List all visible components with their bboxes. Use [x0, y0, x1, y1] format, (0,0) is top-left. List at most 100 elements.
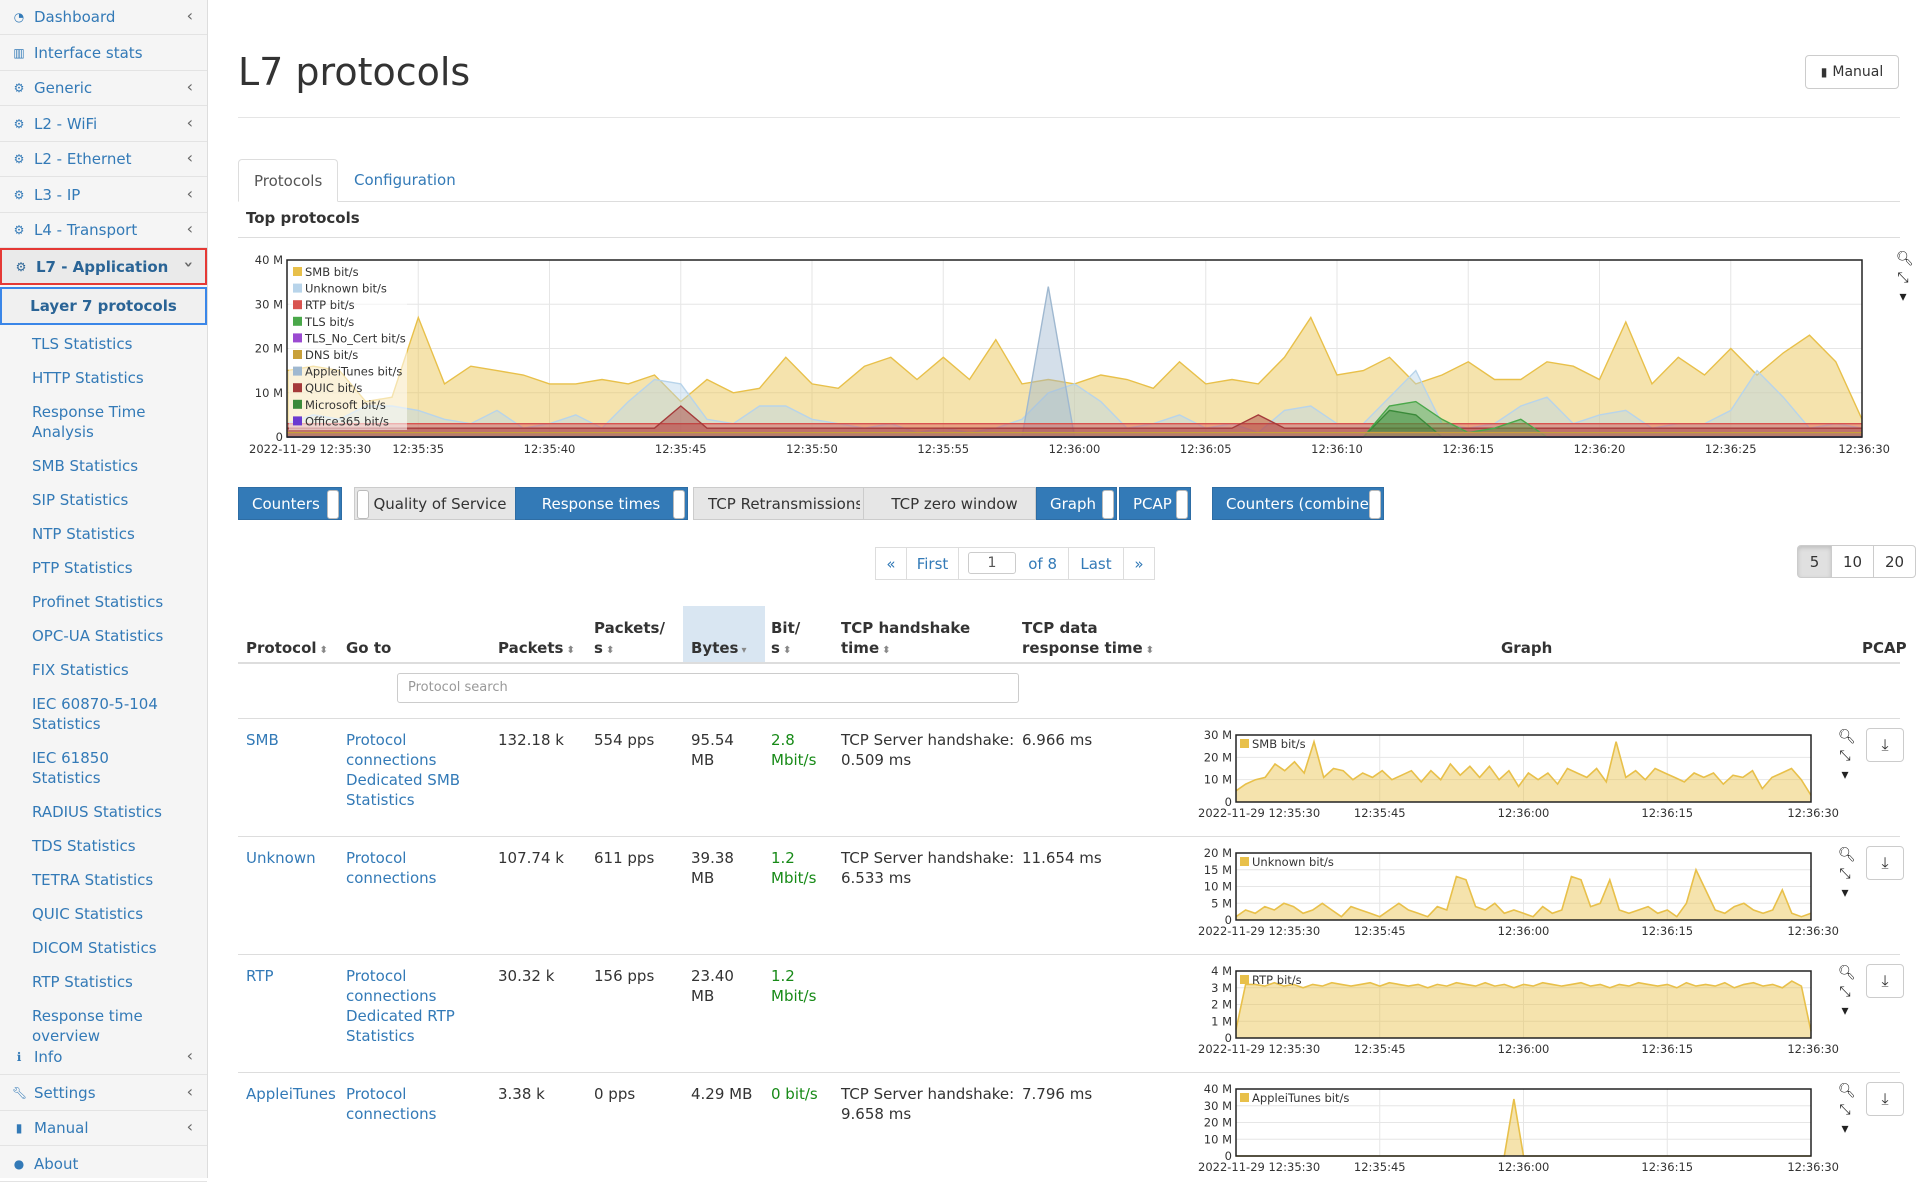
goto-link[interactable]: Protocol — [346, 731, 407, 749]
toggle-counters-combined-[interactable]: Counters (combined) — [1212, 487, 1384, 520]
nav-l2-wifi[interactable]: ⚙ L2 - WiFi ‹ — [0, 107, 207, 142]
toggle-response-times[interactable]: Response times — [515, 487, 688, 520]
reset-zoom-icon[interactable]: ⤡ — [1897, 270, 1909, 286]
reset-zoom-icon[interactable]: ⤡ — [1839, 866, 1851, 882]
toggle-quality-of-service[interactable]: Quality of Service — [354, 487, 516, 520]
subnav-ptp-statistics[interactable]: PTP Statistics — [0, 551, 194, 585]
subnav-ntp-statistics[interactable]: NTP Statistics — [0, 517, 194, 551]
page-size-10[interactable]: 10 — [1831, 545, 1874, 578]
pcap-download-button[interactable]: ⤓ — [1866, 964, 1904, 998]
th-handshake[interactable]: TCP handshake time ⬍ — [841, 618, 970, 661]
protocol-search-input[interactable]: Protocol search — [397, 673, 1019, 703]
goto-link[interactable]: Dedicated SMB — [346, 771, 461, 789]
nav-manual[interactable]: ▮ Manual ‹ — [0, 1111, 207, 1146]
zoom-icon[interactable]: 🔍︎ — [1838, 729, 1856, 745]
toggle-pcap[interactable]: PCAP — [1119, 487, 1191, 520]
protocol-name-link[interactable]: AppleiTunes — [246, 1085, 336, 1103]
toggle-tcp-zero-window[interactable]: TCP zero window — [863, 487, 1036, 520]
toggle-graph[interactable]: Graph — [1036, 487, 1117, 520]
reset-zoom-icon[interactable]: ⤡ — [1839, 748, 1851, 764]
toggle-counters[interactable]: Counters — [238, 487, 342, 520]
chevron-down-icon[interactable]: ▾ — [1899, 289, 1907, 305]
subnav-iec-60870-5-104-statistics[interactable]: IEC 60870-5-104 Statistics — [0, 687, 194, 741]
subnav-tetra-statistics[interactable]: TETRA Statistics — [0, 863, 194, 897]
zoom-icon[interactable]: 🔍︎ — [1838, 965, 1856, 981]
nav-info[interactable]: ℹ Info ‹ — [0, 1040, 207, 1075]
page-size-20[interactable]: 20 — [1873, 545, 1916, 578]
toggle-tcp-retransmissions[interactable]: TCP Retransmissions — [693, 487, 865, 520]
pagination-next[interactable]: » — [1123, 547, 1155, 580]
nav-l3-ip[interactable]: ⚙ L3 - IP ‹ — [0, 178, 207, 213]
th-protocol[interactable]: Protocol ⬍ — [246, 638, 328, 661]
chevron-down-icon[interactable]: ▾ — [1841, 885, 1849, 901]
pagination-prev[interactable]: « — [875, 547, 907, 580]
goto-link[interactable]: connections — [346, 1105, 437, 1123]
manual-button[interactable]: ▮ Manual — [1805, 55, 1899, 89]
nav-l4-transport[interactable]: ⚙ L4 - Transport ‹ — [0, 213, 207, 248]
chevron-down-icon[interactable]: ▾ — [1841, 1003, 1849, 1019]
subnav-response-time-analysis[interactable]: Response Time Analysis — [0, 395, 194, 449]
tab-configuration[interactable]: Configuration — [339, 159, 471, 201]
nav-generic[interactable]: ⚙ Generic ‹ — [0, 71, 207, 106]
protocol-name-link[interactable]: RTP — [246, 967, 274, 985]
subnav-response-time-overview[interactable]: Response time overview — [0, 999, 194, 1053]
pagination-last[interactable]: Last — [1068, 547, 1124, 580]
subnav-tls-statistics[interactable]: TLS Statistics — [0, 326, 194, 361]
nav-about[interactable]: ● About — [0, 1147, 207, 1182]
th-data-response[interactable]: TCP data response time ⬍ — [1022, 618, 1154, 661]
chevron-down-icon[interactable]: ▾ — [1841, 767, 1849, 783]
protocol-mini-chart[interactable]: 0 10 M 20 M 30 M 2022-11-29 12:35:30 12:35:45… — [1185, 727, 1845, 819]
protocol-mini-chart[interactable]: 0 10 M 20 M 30 M 40 M 2022-11-29 12:35:30 12:3… — [1185, 1081, 1845, 1173]
pcap-download-button[interactable]: ⤓ — [1866, 728, 1904, 762]
subnav-tds-statistics[interactable]: TDS Statistics — [0, 829, 194, 863]
subnav-smb-statistics[interactable]: SMB Statistics — [0, 449, 194, 483]
zoom-icon[interactable]: 🔍︎ — [1838, 1083, 1856, 1099]
subnav-dicom-statistics[interactable]: DICOM Statistics — [0, 931, 194, 965]
mini-chart-tools: 🔍︎ ⤡ ▾ — [1838, 964, 1856, 1021]
th-pps[interactable]: Packets/s ⬍ — [594, 618, 665, 661]
goto-link[interactable]: Protocol — [346, 967, 407, 985]
subnav-fix-statistics[interactable]: FIX Statistics — [0, 653, 194, 687]
subnav-profinet-statistics[interactable]: Profinet Statistics — [0, 585, 194, 619]
zoom-icon[interactable]: 🔍︎ — [1896, 251, 1914, 267]
page-size-5[interactable]: 5 — [1797, 545, 1832, 578]
subnav-quic-statistics[interactable]: QUIC Statistics — [0, 897, 194, 931]
top-protocols-chart[interactable]: 0 10 M 20 M 30 M 40 M 2022-11-29 12:35:30 12:3… — [240, 250, 1905, 475]
zoom-icon[interactable]: 🔍︎ — [1838, 847, 1856, 863]
th-bits[interactable]: Bit/s ⬍ — [771, 618, 800, 661]
pagination-page-input[interactable]: 1 — [968, 552, 1016, 574]
subnav-sip-statistics[interactable]: SIP Statistics — [0, 483, 194, 517]
th-bytes[interactable]: Bytes ▾ — [691, 638, 747, 661]
pagination-first[interactable]: First — [906, 547, 959, 580]
goto-link[interactable]: Statistics — [346, 791, 415, 809]
protocol-name-link[interactable]: Unknown — [246, 849, 316, 867]
nav-settings[interactable]: 🔧︎ Settings ‹ — [0, 1076, 207, 1111]
nav-interface-stats[interactable]: ▥ Interface stats — [0, 36, 207, 71]
tab-protocols[interactable]: Protocols — [238, 159, 339, 202]
goto-link[interactable]: connections — [346, 987, 437, 1005]
protocol-mini-chart[interactable]: 0 5 M 10 M 15 M 20 M 2022-11-29 12:35:30 12:35… — [1185, 845, 1845, 937]
goto-link[interactable]: connections — [346, 869, 437, 887]
reset-zoom-icon[interactable]: ⤡ — [1839, 1102, 1851, 1118]
subnav-rtp-statistics[interactable]: RTP Statistics — [0, 965, 194, 999]
reset-zoom-icon[interactable]: ⤡ — [1839, 984, 1851, 1000]
goto-link[interactable]: Dedicated RTP — [346, 1007, 455, 1025]
nav-l7-application[interactable]: ⚙ L7 - Application ‹ — [0, 248, 207, 285]
chevron-down-icon[interactable]: ▾ — [1841, 1121, 1849, 1137]
subnav-layer-7-protocols[interactable]: Layer 7 protocols — [0, 287, 207, 325]
goto-link[interactable]: Statistics — [346, 1027, 415, 1045]
subnav-opc-ua-statistics[interactable]: OPC-UA Statistics — [0, 619, 194, 653]
protocol-name-link[interactable]: SMB — [246, 731, 279, 749]
goto-link[interactable]: connections — [346, 751, 437, 769]
subnav-http-statistics[interactable]: HTTP Statistics — [0, 361, 194, 395]
subnav-iec-61850-statistics[interactable]: IEC 61850 Statistics — [0, 741, 194, 795]
nav-dashboard[interactable]: ◔ Dashboard ‹ — [0, 0, 207, 35]
pcap-download-button[interactable]: ⤓ — [1866, 1082, 1904, 1116]
subnav-radius-statistics[interactable]: RADIUS Statistics — [0, 795, 194, 829]
goto-link[interactable]: Protocol — [346, 849, 407, 867]
protocol-mini-chart[interactable]: 0 1 M 2 M 3 M 4 M 2022-11-29 12:35:30 12:35:45… — [1185, 963, 1845, 1055]
nav-l2-ethernet[interactable]: ⚙ L2 - Ethernet ‹ — [0, 142, 207, 177]
th-packets[interactable]: Packets ⬍ — [498, 638, 575, 661]
goto-link[interactable]: Protocol — [346, 1085, 407, 1103]
pcap-download-button[interactable]: ⤓ — [1866, 846, 1904, 880]
